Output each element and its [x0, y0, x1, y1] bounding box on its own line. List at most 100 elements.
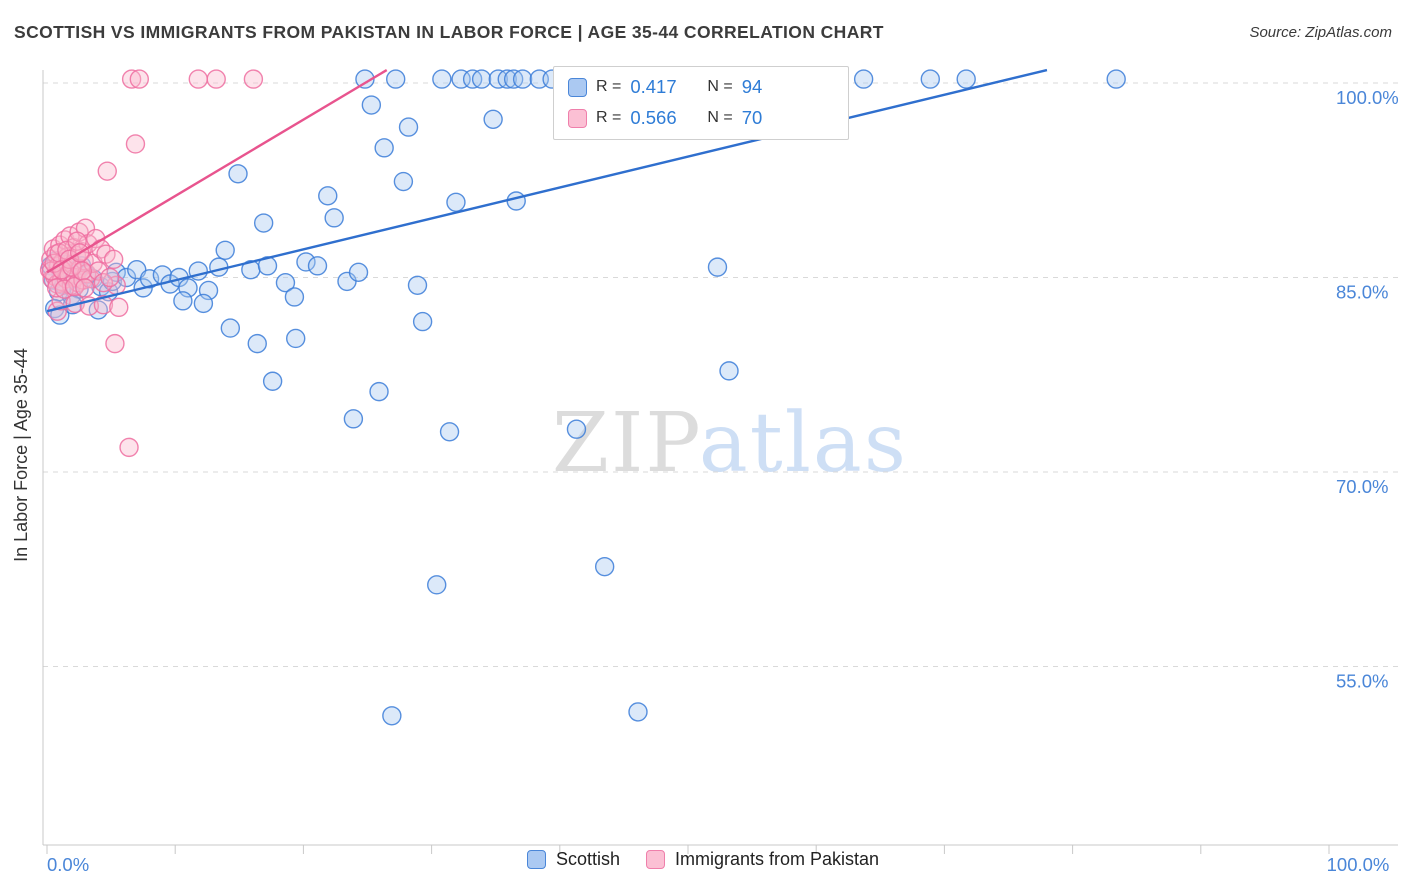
legend-label: Immigrants from Pakistan [674, 849, 880, 869]
scatter-point-scottish [361, 95, 382, 115]
scatter-point-scottish [497, 69, 517, 89]
pakistan-swatch-icon [568, 108, 587, 128]
scatter-point-scottish [307, 256, 328, 276]
scatter-point-scottish [920, 69, 940, 89]
scottish-swatch-icon [526, 850, 546, 869]
scatter-point-scottish [215, 240, 235, 260]
scatter-point-immigrants-from-pakistan [206, 69, 226, 89]
scatter-point-scottish [324, 208, 344, 228]
zipatlas-watermark: ZIPatlas [552, 396, 908, 491]
n-label: N = [707, 109, 733, 126]
scatter-point-scottish [296, 252, 316, 272]
scatter-point-scottish [173, 291, 193, 311]
scatter-point-scottish [253, 213, 274, 233]
scatter-point-scottish [956, 69, 976, 89]
legend-item-scottish: Scottish [526, 849, 620, 870]
scatter-point-scottish [286, 328, 306, 349]
trend-line-scottish [46, 68, 1048, 313]
r-label: R = [596, 78, 622, 95]
scatter-point-immigrants-from-pakistan [75, 278, 95, 298]
legend-row-pakistan: R = 0.566 N = 70 [568, 105, 836, 131]
scatter-point-scottish [412, 311, 433, 332]
legend-row-scottish: R = 0.417 N = 94 [568, 74, 836, 100]
scatter-point-scottish [566, 419, 587, 439]
scatter-point-scottish [369, 381, 389, 402]
scatter-point-scottish [1106, 69, 1126, 89]
scatter-point-immigrants-from-pakistan [119, 437, 139, 458]
scatter-point-immigrants-from-pakistan [67, 231, 87, 251]
scatter-point-scottish [853, 69, 874, 89]
scatter-point-scottish [628, 702, 648, 722]
scatter-point-scottish [386, 69, 406, 89]
scatter-point-scottish [262, 371, 283, 391]
scatter-point-scottish [247, 333, 267, 354]
scatter-point-immigrants-from-pakistan [100, 267, 120, 288]
r-value: 0.566 [630, 107, 677, 128]
page-title: SCOTTISH VS IMMIGRANTS FROM PAKISTAN IN … [14, 22, 884, 42]
scatter-point-scottish [427, 575, 447, 595]
scatter-point-scottish [116, 267, 137, 288]
scatter-point-scottish [432, 69, 452, 89]
scatter-point-scottish [439, 422, 460, 442]
series-legend: Scottish Immigrants from Pakistan [0, 849, 1406, 870]
scatter-point-scottish [707, 257, 728, 277]
scatter-point-scottish [719, 361, 739, 381]
scatter-point-scottish [594, 556, 615, 577]
scatter-point-immigrants-from-pakistan [243, 69, 264, 89]
scatter-point-scottish [228, 164, 248, 184]
scatter-point-immigrants-from-pakistan [93, 295, 114, 315]
y-tick-label: 85.0% [1336, 282, 1388, 303]
watermark-atlas: atlas [698, 396, 908, 491]
y-tick-label: 100.0% [1336, 87, 1399, 108]
scatter-point-scottish [512, 69, 533, 89]
scatter-point-scottish [318, 186, 338, 206]
scatter-point-scottish [348, 262, 369, 283]
scatter-point-immigrants-from-pakistan [105, 333, 125, 354]
legend-label: Scottish [555, 849, 620, 869]
scatter-point-immigrants-from-pakistan [93, 272, 114, 293]
scottish-swatch-icon [568, 77, 587, 97]
scatter-point-scottish [355, 69, 375, 89]
y-tick-label: 70.0% [1336, 476, 1388, 497]
scatter-point-immigrants-from-pakistan [97, 161, 117, 181]
scatter-point-immigrants-from-pakistan [125, 134, 146, 154]
scatter-point-scottish [343, 409, 364, 429]
scatter-point-immigrants-from-pakistan [109, 297, 129, 318]
scatter-point-scottish [382, 706, 402, 726]
scatter-point-scottish [483, 109, 503, 130]
scatter-point-scottish [284, 287, 305, 307]
n-value: 70 [741, 107, 763, 128]
scatter-point-immigrants-from-pakistan [188, 69, 208, 89]
scatter-point-scottish [398, 117, 419, 137]
scatter-point-immigrants-from-pakistan [64, 276, 85, 297]
y-axis-title: In Labor Force | Age 35-44 [11, 348, 31, 562]
scatter-point-scottish [471, 69, 492, 89]
scatter-point-scottish [407, 275, 428, 295]
scatter-point-scottish [220, 318, 241, 338]
x-axis-label-left: 0.0% [47, 854, 89, 875]
source-link[interactable]: Source: ZipAtlas.com [1249, 24, 1392, 41]
scatter-point-immigrants-from-pakistan [129, 69, 150, 89]
scatter-point-scottish [506, 191, 526, 211]
x-axis-label-right: 100.0% [1327, 854, 1390, 875]
n-value: 94 [741, 76, 763, 97]
scatter-point-scottish [275, 272, 296, 293]
scatter-point-immigrants-from-pakistan [121, 69, 142, 89]
scatter-point-scottish [193, 293, 214, 314]
scatter-point-scottish [446, 192, 466, 212]
scatter-point-immigrants-from-pakistan [49, 243, 69, 263]
correlation-legend: R = 0.417 N = 94 R = 0.566 N = 70 [553, 66, 849, 140]
legend-item-pakistan: Immigrants from Pakistan [645, 849, 880, 870]
scatter-point-scottish [393, 171, 414, 192]
watermark-zip: ZIP [552, 396, 699, 491]
scatter-point-scottish [374, 138, 394, 158]
scatter-point-immigrants-from-pakistan [103, 249, 124, 270]
scatter-point-immigrants-from-pakistan [72, 261, 92, 281]
y-tick-label: 55.0% [1336, 671, 1388, 692]
r-label: R = [596, 109, 622, 126]
trend-line-immigrants-from-pakistan [46, 69, 388, 274]
scatter-point-immigrants-from-pakistan [88, 261, 108, 281]
r-value: 0.417 [630, 76, 677, 97]
